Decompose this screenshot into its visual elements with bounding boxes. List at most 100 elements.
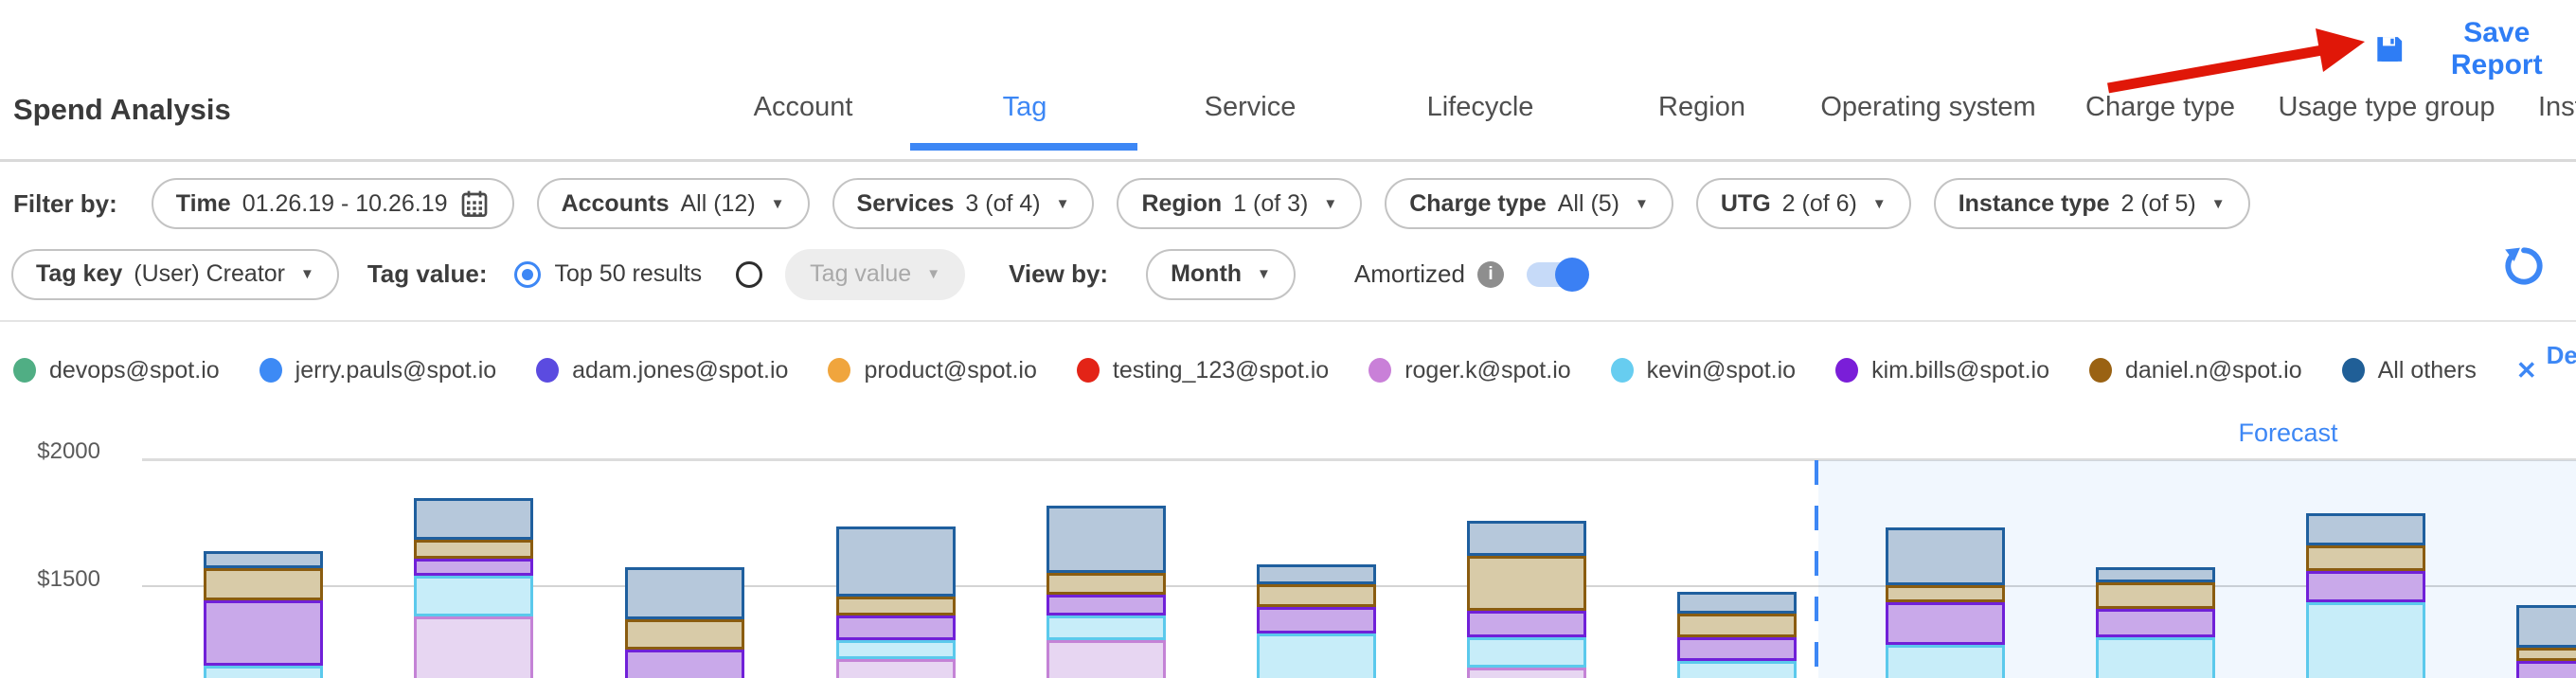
- tag-key-dropdown[interactable]: Tag key (User) Creator ▼: [11, 248, 339, 300]
- top-50-results-radio[interactable]: [513, 260, 541, 288]
- bar9-segment-kim_bills[interactable]: [1886, 602, 2005, 646]
- bar9-segment-kevin[interactable]: [1886, 645, 2005, 678]
- bar7-segment-kim_bills[interactable]: [1467, 610, 1586, 638]
- legend-item-label: testing_123@spot.io: [1112, 356, 1330, 384]
- header-divider: [0, 159, 2576, 162]
- legend-item-label: kevin@spot.io: [1646, 356, 1797, 384]
- bar4-segment-kevin[interactable]: [836, 640, 956, 660]
- bar11-segment-all_others[interactable]: [2306, 512, 2425, 545]
- reset-filters-button[interactable]: [2498, 241, 2549, 294]
- legend-item-daniel-n-spot-io[interactable]: daniel.n@spot.io: [2089, 357, 2302, 384]
- tab-operating-system[interactable]: Operating system: [1815, 91, 2041, 124]
- tab-charge-type[interactable]: Charge type: [2080, 91, 2241, 124]
- bar4-segment-daniel_n[interactable]: [836, 596, 956, 616]
- view-by-dropdown[interactable]: Month ▼: [1146, 248, 1296, 300]
- bar6-segment-daniel_n[interactable]: [1257, 583, 1376, 608]
- toggle-knob: [1554, 257, 1589, 292]
- save-report-button[interactable]: Save Report: [2373, 17, 2576, 81]
- tab-region[interactable]: Region: [1653, 91, 1751, 124]
- bar8-segment-all_others[interactable]: [1677, 592, 1797, 615]
- bar7-segment-all_others[interactable]: [1467, 520, 1586, 557]
- bar4-segment-roger_k[interactable]: [836, 659, 956, 678]
- bar7-segment-roger_k[interactable]: [1467, 668, 1586, 678]
- bar8-segment-daniel_n[interactable]: [1677, 614, 1797, 638]
- legend-item-kim-bills-spot-io[interactable]: kim.bills@spot.io: [1835, 357, 2049, 384]
- deselect-all-button[interactable]: ✕ Deselect All: [2516, 341, 2576, 400]
- legend-item-devops-spot-io[interactable]: devops@spot.io: [13, 357, 220, 384]
- amortized-toggle[interactable]: [1526, 257, 1589, 292]
- tab-lifecycle[interactable]: Lifecycle: [1422, 91, 1540, 124]
- bar10-segment-kevin[interactable]: [2096, 637, 2215, 678]
- bar12-segment-daniel_n[interactable]: [2516, 647, 2576, 662]
- bar7-segment-daniel_n[interactable]: [1467, 556, 1586, 611]
- bar2-segment-all_others[interactable]: [414, 498, 533, 541]
- bar12-segment-kim_bills[interactable]: [2516, 661, 2576, 678]
- filter-pill-accounts[interactable]: Accounts All (12) ▼: [536, 178, 810, 229]
- bar9-segment-all_others[interactable]: [1886, 527, 2005, 586]
- legend-item-all-others[interactable]: All others: [2341, 357, 2477, 384]
- bar5-segment-daniel_n[interactable]: [1046, 572, 1166, 596]
- filter-pill-region[interactable]: Region 1 (of 3) ▼: [1117, 178, 1363, 229]
- view-by-value: Month: [1171, 260, 1243, 287]
- tab-tag[interactable]: Tag: [997, 91, 1053, 124]
- bar11-segment-daniel_n[interactable]: [2306, 544, 2425, 572]
- legend-item-jerry-pauls-spot-io[interactable]: jerry.pauls@spot.io: [259, 356, 497, 384]
- legend-item-product-spot-io[interactable]: product@spot.io: [828, 357, 1037, 384]
- bar6-segment-kevin[interactable]: [1257, 633, 1376, 678]
- filter-pill-charge-type[interactable]: Charge type All (5) ▼: [1385, 178, 1673, 229]
- y-axis-tick-1500: $1500: [37, 566, 100, 592]
- filter-pill-value: 2 (of 5): [2120, 189, 2196, 217]
- bar5-segment-roger_k[interactable]: [1046, 640, 1166, 678]
- bar3-segment-kim_bills[interactable]: [625, 650, 744, 678]
- tag-value-dropdown-disabled[interactable]: Tag value ▼: [785, 248, 966, 300]
- view-by-label: View by:: [1009, 259, 1109, 288]
- bar3-segment-daniel_n[interactable]: [625, 618, 744, 651]
- legend-item-label: jerry.pauls@spot.io: [295, 356, 497, 384]
- bar8-segment-kevin[interactable]: [1677, 660, 1797, 678]
- bar11-segment-kevin[interactable]: [2306, 602, 2425, 678]
- tab-inst[interactable]: Inst: [2532, 91, 2576, 124]
- bar10-segment-kim_bills[interactable]: [2096, 608, 2215, 638]
- legend-divider: [0, 320, 2576, 322]
- bar1-segment-daniel_n[interactable]: [204, 567, 323, 600]
- legend-item-roger-k-spot-io[interactable]: roger.k@spot.io: [1368, 357, 1571, 384]
- legend-item-adam-jones-spot-io[interactable]: adam.jones@spot.io: [536, 357, 788, 384]
- bar12-segment-all_others[interactable]: [2516, 604, 2576, 648]
- bar3-segment-all_others[interactable]: [625, 566, 744, 619]
- bar4-segment-all_others[interactable]: [836, 526, 956, 597]
- tab-account[interactable]: Account: [748, 91, 859, 124]
- bar5-segment-all_others[interactable]: [1046, 505, 1166, 573]
- active-tab-underline: [910, 143, 1137, 151]
- tag-value-radio[interactable]: [736, 260, 763, 288]
- bar1-segment-kevin[interactable]: [204, 666, 323, 678]
- bar2-segment-roger_k[interactable]: [414, 616, 533, 678]
- bar1-segment-kim_bills[interactable]: [204, 599, 323, 667]
- bar6-segment-all_others[interactable]: [1257, 563, 1376, 584]
- bar11-segment-kim_bills[interactable]: [2306, 571, 2425, 603]
- bar5-segment-kevin[interactable]: [1046, 615, 1166, 641]
- bar10-segment-daniel_n[interactable]: [2096, 582, 2215, 609]
- bar2-segment-daniel_n[interactable]: [414, 540, 533, 560]
- info-icon[interactable]: i: [1476, 260, 1504, 288]
- tab-service[interactable]: Service: [1199, 91, 1302, 124]
- filter-pill-instance-type[interactable]: Instance type 2 (of 5) ▼: [1933, 178, 2250, 229]
- bar9-segment-daniel_n[interactable]: [1886, 585, 2005, 603]
- bar5-segment-kim_bills[interactable]: [1046, 595, 1166, 616]
- filter-pill-services[interactable]: Services 3 (of 4) ▼: [832, 178, 1095, 229]
- filter-pill-utg[interactable]: UTG 2 (of 6) ▼: [1695, 178, 1911, 229]
- bar8-segment-kim_bills[interactable]: [1677, 637, 1797, 661]
- bar1-segment-all_others[interactable]: [204, 551, 323, 568]
- tab-usage-type-group[interactable]: Usage type group: [2273, 91, 2501, 124]
- bar2-segment-kevin[interactable]: [414, 576, 533, 617]
- bar10-segment-all_others[interactable]: [2096, 567, 2215, 583]
- legend-item-testing-123-spot-io[interactable]: testing_123@spot.io: [1076, 356, 1330, 384]
- filter-pill-label: Time: [175, 189, 231, 217]
- chevron-down-icon: ▼: [926, 266, 941, 282]
- bar4-segment-kim_bills[interactable]: [836, 615, 956, 641]
- bar6-segment-kim_bills[interactable]: [1257, 607, 1376, 634]
- bar2-segment-kim_bills[interactable]: [414, 559, 533, 577]
- legend-item-kevin-spot-io[interactable]: kevin@spot.io: [1610, 356, 1797, 384]
- filter-pill-time[interactable]: Time 01.26.19 - 10.26.19: [151, 178, 514, 229]
- filter-pill-label: Charge type: [1409, 189, 1547, 217]
- bar7-segment-kevin[interactable]: [1467, 637, 1586, 669]
